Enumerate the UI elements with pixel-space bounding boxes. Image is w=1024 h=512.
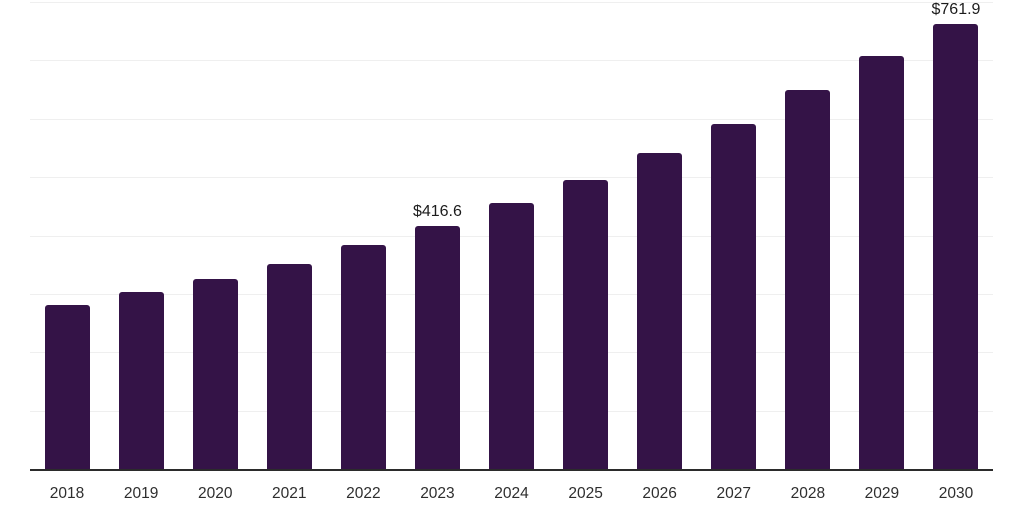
x-axis-labels: 2018 2019 2020 2021 2022 2023 2024 2025 2026 2027… <box>30 485 993 502</box>
bars-row: $416.6 $761.9 <box>30 2 993 469</box>
bar-2022 <box>340 244 386 469</box>
x-tick-label-2022: 2022 <box>346 485 381 502</box>
x-tick-label-2023: 2023 <box>420 485 455 502</box>
bar-slot-2021 <box>252 2 326 469</box>
bar-2019 <box>118 291 164 469</box>
bar-2028 <box>785 89 831 469</box>
bar-slot-2028 <box>771 2 845 469</box>
bar-slot-2019 <box>104 2 178 469</box>
plot-area: $416.6 $761.9 <box>30 2 993 469</box>
bar-slot-2029 <box>845 2 919 469</box>
bar-slot-2025 <box>549 2 623 469</box>
bar-slot-2018 <box>30 2 104 469</box>
gridline-500 <box>30 177 993 179</box>
bar-2021 <box>266 264 312 469</box>
bar-slot-2026 <box>623 2 697 469</box>
bar-2025 <box>563 180 609 469</box>
bar-2020 <box>192 279 238 469</box>
x-tick-label-2018: 2018 <box>49 485 85 502</box>
gridline-600 <box>30 118 993 120</box>
x-tick-label-2026: 2026 <box>642 485 677 502</box>
bar-2018 <box>44 304 90 469</box>
bar-2026 <box>637 153 683 469</box>
bar-2023 <box>414 225 460 469</box>
bar-slot-2027 <box>697 2 771 469</box>
bar-2029 <box>859 56 905 469</box>
gridline-700 <box>30 60 993 62</box>
bar-2024 <box>489 203 534 469</box>
x-tick-label-2029: 2029 <box>864 485 900 502</box>
bar-slot-2022 <box>326 2 400 469</box>
x-tick-label-2028: 2028 <box>790 485 826 502</box>
x-tick-label-2025: 2025 <box>568 485 603 502</box>
gridline-800 <box>30 2 993 3</box>
bar-slot-2023: $416.6 <box>400 2 474 469</box>
x-tick-label-2024: 2024 <box>494 485 529 502</box>
bar-slot-2020 <box>178 2 252 469</box>
value-label-2030: $761.9 <box>931 1 981 19</box>
x-axis-line <box>30 469 993 471</box>
x-tick-label-2030: 2030 <box>938 485 974 502</box>
bar-slot-2030: $761.9 <box>919 2 993 469</box>
bar-slot-2024 <box>474 2 548 469</box>
value-label-2023: $416.6 <box>412 202 462 220</box>
bar-2030 <box>933 24 979 469</box>
bar-2027 <box>711 123 757 469</box>
x-tick-label-2020: 2020 <box>197 485 233 502</box>
x-tick-label-2021: 2021 <box>272 485 307 502</box>
x-tick-label-2019: 2019 <box>123 485 159 502</box>
x-tick-label-2027: 2027 <box>716 485 751 502</box>
